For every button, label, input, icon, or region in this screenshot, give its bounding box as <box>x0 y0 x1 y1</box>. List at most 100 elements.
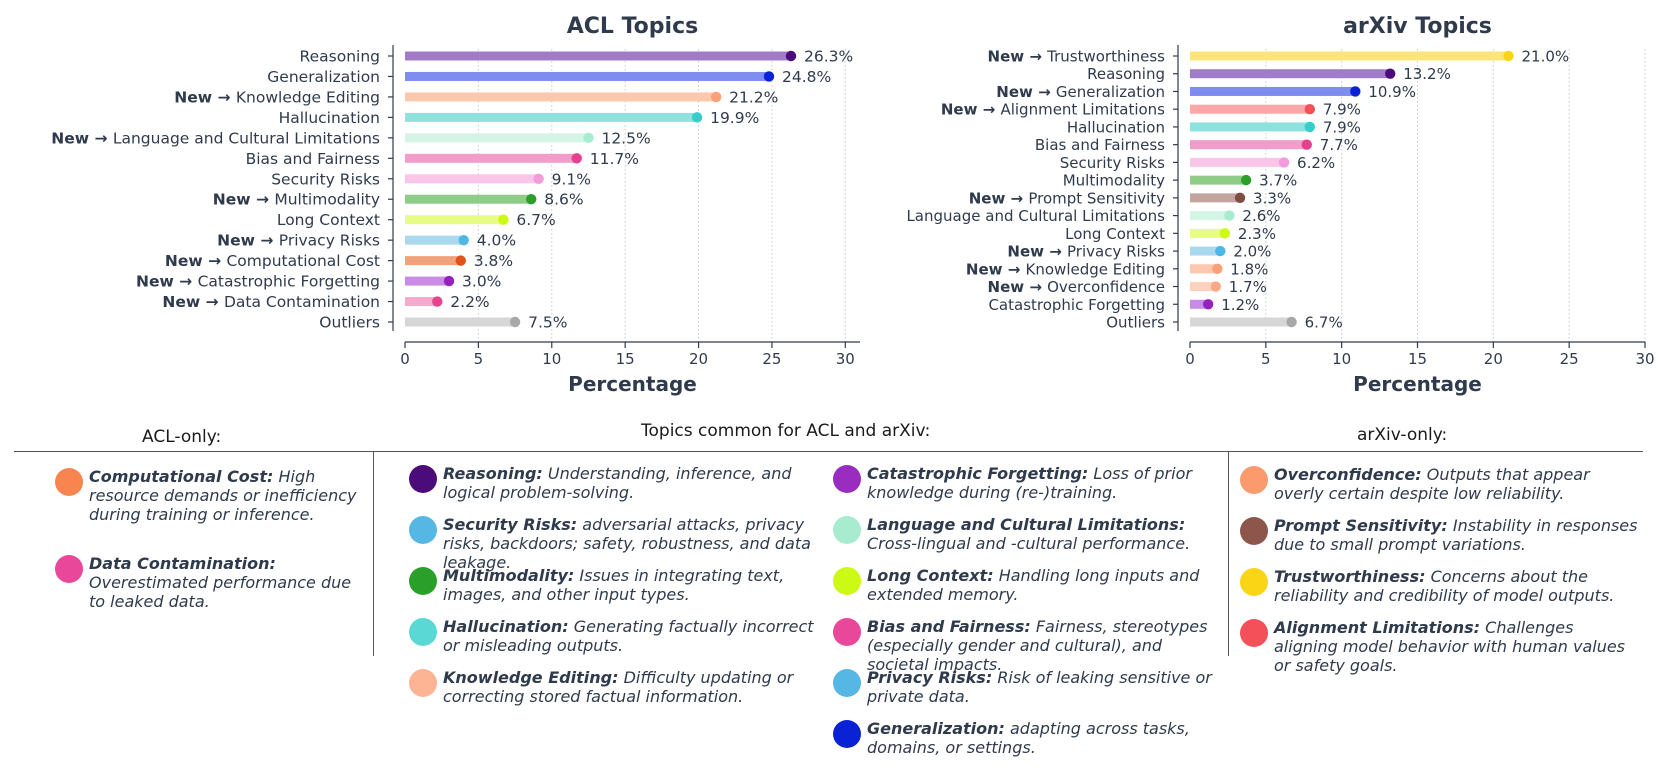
acl-bar-end-dot <box>443 275 455 287</box>
category-name: Overconfidence <box>1047 278 1165 296</box>
new-topic-marker: New <box>988 278 1025 296</box>
category-name: Reasoning <box>300 48 380 66</box>
legend-item: Bias and Fairness: Fairness, stereotypes… <box>833 617 1218 674</box>
arxiv-value-label: 1.2% <box>1221 296 1259 314</box>
arxiv-bar-end-dot <box>1234 192 1246 204</box>
legend-color-dot <box>409 567 437 595</box>
legend-topic-name: Alignment Limitations: <box>1274 618 1481 637</box>
acl-bar <box>405 235 464 245</box>
legend-topic-name: Reasoning: <box>443 464 543 483</box>
acl-value-label: 11.7% <box>590 150 639 168</box>
new-topic-arrow: → <box>255 232 279 250</box>
legend-text: Trustworthiness: Concerns about the reli… <box>1274 567 1640 605</box>
legend-topic-name: Multimodality: <box>443 566 575 585</box>
legend-color-dot <box>1240 466 1268 494</box>
arxiv-x-tick-label: 5 <box>1261 350 1271 368</box>
legend-topic-description: Fairness, stereotypes (especially gender… <box>867 617 1208 674</box>
legend-item: Security Risks: adversarial attacks, pri… <box>409 515 824 572</box>
category-name: Reasoning <box>1087 65 1165 83</box>
new-topic-arrow: → <box>251 191 275 209</box>
legend-topic-name: Computational Cost: <box>89 467 274 486</box>
legend-color-dot <box>833 465 861 493</box>
legend-topic-name: Generalization: <box>867 719 1005 738</box>
category-name: Catastrophic Forgetting <box>198 273 380 291</box>
arxiv-bar-end-dot <box>1240 174 1252 186</box>
arxiv-value-label: 1.8% <box>1230 260 1268 278</box>
arxiv-bar-end-dot <box>1304 104 1316 115</box>
acl-x-tick-label: 25 <box>762 350 781 368</box>
acl-bar <box>405 276 450 286</box>
arxiv-x-tick-label: 15 <box>1408 350 1427 368</box>
arxiv-bar <box>1190 175 1247 185</box>
new-topic-arrow: → <box>174 273 198 291</box>
new-topic-arrow: → <box>1003 260 1026 278</box>
arxiv-value-label: 10.9% <box>1368 83 1416 101</box>
arxiv-value-label: 2.6% <box>1242 207 1280 225</box>
legend-topic-description: Handling long inputs and extended memory… <box>867 566 1200 604</box>
category-name: Prompt Sensitivity <box>1028 189 1165 207</box>
category-name: Multimodality <box>1063 172 1165 190</box>
acl-category-label: New → Multimodality <box>213 191 380 209</box>
legend-text: Long Context: Handling long inputs and e… <box>867 566 1218 604</box>
category-name: Bias and Fairness <box>1035 136 1165 154</box>
category-name: Language and Cultural Limitations <box>113 129 380 147</box>
arxiv-bar-end-dot <box>1385 68 1396 79</box>
acl-bar-end-dot <box>498 214 509 225</box>
arxiv-x-tick-label: 30 <box>1635 350 1654 368</box>
arxiv-bar-end-dot <box>1278 157 1290 168</box>
arxiv-bar <box>1190 104 1310 114</box>
legend-item: Alignment Limitations: Challenges aligni… <box>1240 618 1640 675</box>
acl-bar-end-dot <box>763 71 775 82</box>
acl-category-label: Security Risks <box>271 170 380 188</box>
acl-value-label: 3.0% <box>462 273 501 291</box>
acl-value-label: 12.5% <box>601 129 650 147</box>
legend-text: Hallucination: Generating factually inco… <box>443 617 824 655</box>
new-topic-arrow: → <box>200 293 224 311</box>
legend-header-rule <box>14 451 1643 452</box>
legend-topic-name: Long Context: <box>867 566 994 585</box>
arxiv-category-label: Language and Cultural Limitations <box>906 207 1165 225</box>
acl-x-tick-label: 5 <box>474 350 484 368</box>
new-topic-arrow: → <box>1033 83 1056 101</box>
arxiv-only-heading: arXiv-only: <box>1357 425 1448 445</box>
new-topic-arrow: → <box>212 88 236 106</box>
legend-item: Reasoning: Understanding, inference, and… <box>409 464 824 502</box>
acl-bar <box>405 215 504 225</box>
acl-category-label: Reasoning <box>300 48 380 66</box>
charts-area: ACL Topics 0 5 10 15 20 25 30 Percentage 26.3% Rea… <box>51 14 1654 396</box>
arxiv-bar <box>1190 69 1391 79</box>
new-topic-marker: New <box>213 191 251 209</box>
new-topic-marker: New <box>51 129 89 147</box>
legend-topic-description: Instability in responses due to small pr… <box>1274 516 1638 554</box>
legend-text: Reasoning: Understanding, inference, and… <box>443 464 824 502</box>
arxiv-value-label: 7.7% <box>1320 136 1358 154</box>
category-name: Language and Cultural Limitations <box>906 207 1165 225</box>
legend-topic-name: Prompt Sensitivity: <box>1274 516 1448 535</box>
acl-bar-end-dot <box>533 173 544 184</box>
legend-topic-description: Generating factually incorrect or mislea… <box>443 617 814 655</box>
category-name: Security Risks <box>271 170 380 188</box>
new-topic-arrow: → <box>1024 48 1047 66</box>
legend-text: Bias and Fairness: Fairness, stereotypes… <box>867 617 1218 674</box>
category-name: Outliers <box>1106 314 1165 332</box>
legend-topic-description: adapting across tasks, domains, or setti… <box>867 719 1190 757</box>
legend-item: Prompt Sensitivity: Instability in respo… <box>1240 516 1640 554</box>
category-name: Catastrophic Forgetting <box>988 296 1165 314</box>
acl-category-label: Long Context <box>277 211 380 229</box>
arxiv-bar-end-dot <box>1210 281 1221 292</box>
acl-category-label: Bias and Fairness <box>246 150 380 168</box>
new-topic-arrow: → <box>977 101 1000 119</box>
legend-text: Security Risks: adversarial attacks, pri… <box>443 515 824 572</box>
arxiv-value-label: 7.9% <box>1323 118 1361 136</box>
category-name: Privacy Risks <box>279 232 380 250</box>
legend-text: Prompt Sensitivity: Instability in respo… <box>1274 516 1640 554</box>
acl-bar-end-dot <box>455 255 466 266</box>
new-topic-marker: New <box>988 48 1025 66</box>
arxiv-bar <box>1190 228 1225 238</box>
arxiv-category-label: Outliers <box>1106 314 1165 332</box>
legend-topic-description: Understanding, inference, and logical pr… <box>443 464 792 502</box>
arxiv-x-tick-label: 20 <box>1484 350 1503 368</box>
category-name: Knowledge Editing <box>236 88 380 106</box>
arxiv-category-label: New → Knowledge Editing <box>966 260 1165 278</box>
acl-bar <box>405 297 438 307</box>
